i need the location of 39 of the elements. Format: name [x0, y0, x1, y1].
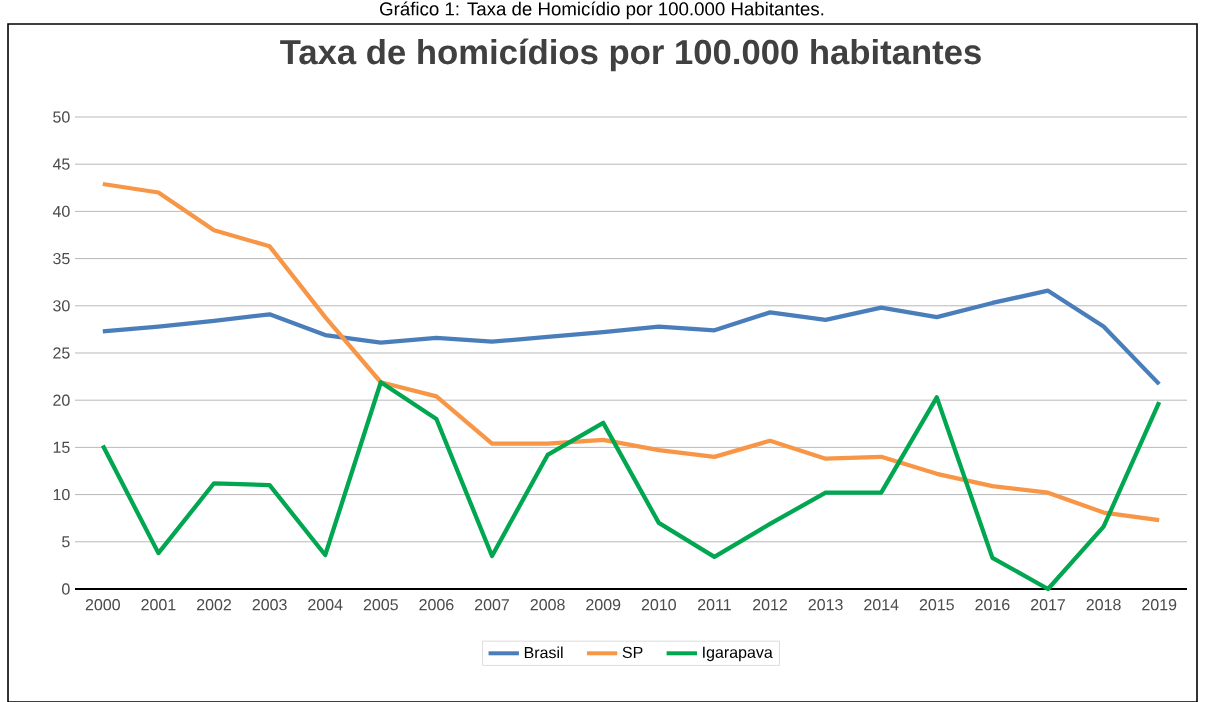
x-tick-label: 2019: [1142, 599, 1177, 611]
text: Gráfico 1: Taxa de Homicídio por 100.000 Habitantes.: [380, 1, 824, 20]
y-tick-label: 10: [53, 488, 70, 501]
y-tick-label: 40: [52, 205, 70, 218]
x-tick-label: 2000: [85, 599, 120, 611]
y-tick-label: 50: [53, 111, 70, 123]
x-tick-label: 2010: [641, 599, 676, 611]
y-tick-label: 35: [53, 252, 70, 265]
y-tick-label: 30: [53, 300, 70, 312]
x-tick-label: 2005: [363, 599, 398, 611]
x-tick-label: 2009: [586, 599, 621, 611]
x-tick-label: 2011: [698, 599, 731, 611]
x-tick-label: 2003: [252, 599, 287, 611]
legend-label: SP: [622, 646, 643, 659]
legend-label: Igarapava: [703, 646, 773, 662]
y-tick-label: 20: [53, 394, 70, 406]
line-series: [100, 288, 1162, 387]
x-tick-label: 2017: [1031, 599, 1065, 611]
x-tick-label: 2007: [475, 599, 509, 611]
y-tick-label: 25: [53, 347, 70, 359]
x-tick-label: 2013: [808, 599, 843, 611]
x-tick-label: 2002: [197, 599, 231, 611]
x-tick-label: 2008: [530, 599, 565, 611]
x-tick-label: 2001: [141, 599, 176, 611]
x-tick-label: 2018: [1086, 599, 1121, 611]
x-tick-label: 2012: [753, 599, 787, 611]
line-series: [100, 380, 1162, 592]
x-tick-label: 2006: [419, 599, 454, 611]
line-series: [100, 181, 1162, 523]
y-tick-label: 15: [53, 441, 70, 453]
x-tick-label: 2004: [308, 599, 343, 611]
y-tick-label: 0: [62, 583, 70, 595]
legend-label: Brasil: [524, 646, 563, 659]
chart-title: Taxa de homicídios por 100.000 habitantes: [280, 38, 981, 72]
x-tick-label: 2015: [919, 599, 954, 611]
x-tick-label: 2014: [864, 599, 899, 611]
x-tick-label: 2016: [975, 599, 1010, 611]
y-tick-label: 45: [52, 158, 70, 170]
y-tick-label: 5: [62, 536, 70, 548]
